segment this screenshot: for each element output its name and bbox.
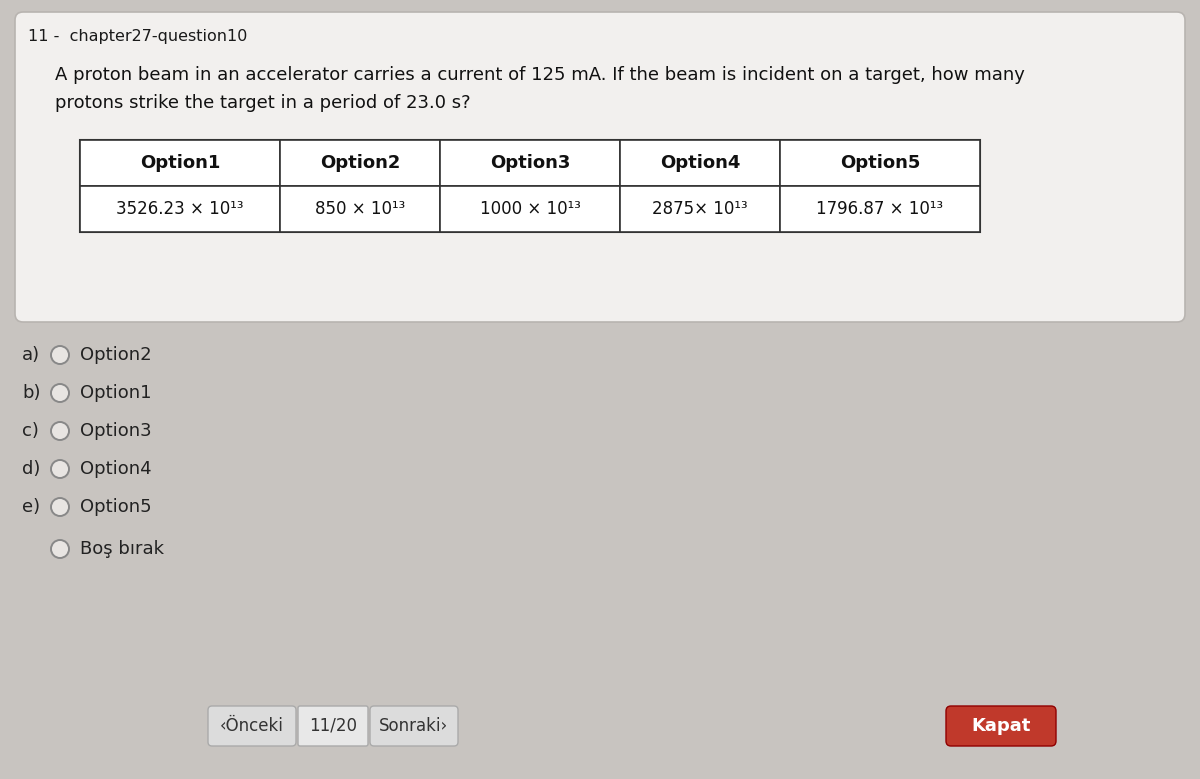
Text: Option3: Option3: [490, 154, 570, 172]
Text: 1000 × 10¹³: 1000 × 10¹³: [480, 200, 581, 218]
Bar: [620, 186, 780, 232]
Bar: [280, 140, 440, 186]
Bar: [440, 140, 620, 186]
FancyBboxPatch shape: [370, 706, 458, 746]
Text: Option1: Option1: [80, 384, 151, 402]
Circle shape: [50, 540, 70, 558]
Text: 1796.87 × 10¹³: 1796.87 × 10¹³: [816, 200, 943, 218]
FancyBboxPatch shape: [298, 706, 368, 746]
Text: Sonraki›: Sonraki›: [379, 717, 449, 735]
Text: 11 -  chapter27-question10: 11 - chapter27-question10: [28, 29, 247, 44]
Bar: [780, 140, 980, 186]
Circle shape: [50, 422, 70, 440]
Text: Option1: Option1: [140, 154, 220, 172]
Text: c): c): [22, 422, 38, 440]
Text: Option2: Option2: [320, 154, 400, 172]
Text: Kapat: Kapat: [971, 717, 1031, 735]
Text: Boş bırak: Boş bırak: [80, 540, 164, 558]
Circle shape: [50, 384, 70, 402]
Text: d): d): [22, 460, 41, 478]
Text: Option2: Option2: [80, 346, 151, 364]
Text: 850 × 10¹³: 850 × 10¹³: [314, 200, 406, 218]
Bar: [780, 186, 980, 232]
Text: a): a): [22, 346, 40, 364]
Text: Option5: Option5: [80, 498, 151, 516]
Circle shape: [50, 460, 70, 478]
FancyBboxPatch shape: [208, 706, 296, 746]
Text: Option3: Option3: [80, 422, 151, 440]
Bar: [80, 186, 280, 232]
Bar: [80, 140, 980, 232]
Text: e): e): [22, 498, 40, 516]
Text: b): b): [22, 384, 41, 402]
Text: Option4: Option4: [660, 154, 740, 172]
Text: A proton beam in an accelerator carries a current of 125 mA. If the beam is inci: A proton beam in an accelerator carries …: [55, 66, 1025, 84]
Text: Option5: Option5: [840, 154, 920, 172]
Bar: [620, 140, 780, 186]
Text: 2875× 10¹³: 2875× 10¹³: [652, 200, 748, 218]
Text: 3526.23 × 10¹³: 3526.23 × 10¹³: [116, 200, 244, 218]
Circle shape: [50, 498, 70, 516]
FancyBboxPatch shape: [946, 706, 1056, 746]
FancyBboxPatch shape: [14, 12, 1186, 322]
Bar: [440, 186, 620, 232]
Text: Option4: Option4: [80, 460, 151, 478]
Text: ‹Önceki: ‹Önceki: [220, 717, 284, 735]
Text: protons strike the target in a period of 23.0 s?: protons strike the target in a period of…: [55, 94, 470, 112]
Bar: [80, 140, 280, 186]
Circle shape: [50, 346, 70, 364]
Text: 11/20: 11/20: [310, 717, 358, 735]
Bar: [280, 186, 440, 232]
